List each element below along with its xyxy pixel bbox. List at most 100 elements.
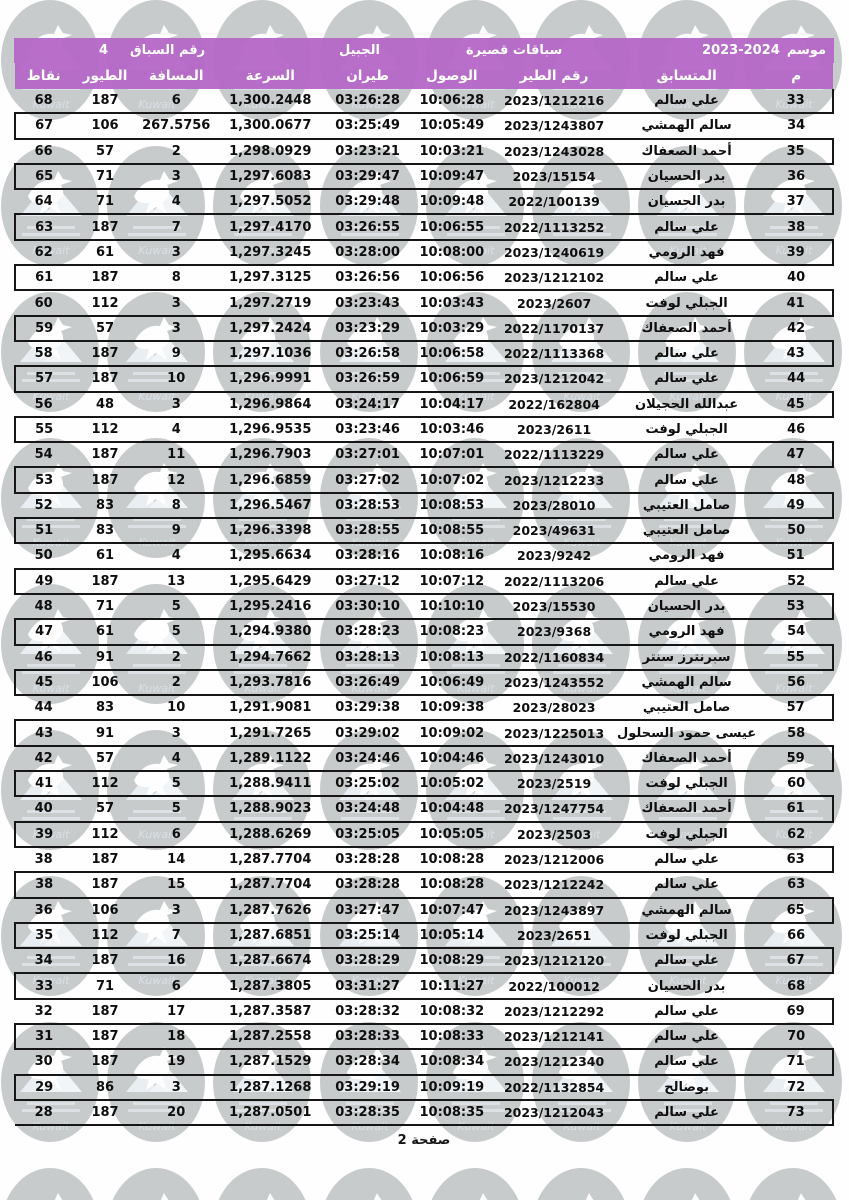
cell-speed: 1,295.6429 xyxy=(214,568,326,595)
cell-birds: 187 xyxy=(72,214,138,241)
cell-bird-no: 2022/162804 xyxy=(494,391,614,418)
cell-distance: 3 xyxy=(137,290,215,317)
cell-arrival: 10:08:33 xyxy=(409,1023,495,1051)
cell-birds: 57 xyxy=(72,796,138,823)
cell-competitor: عبدالله الحجيلان xyxy=(613,391,760,418)
table-row: 39 فهد الرومي 2023/1240619 10:08:00 03:28:00… xyxy=(15,239,834,267)
cell-points: 38 xyxy=(13,872,73,899)
cell-distance: 9 xyxy=(137,340,215,368)
cell-points: 63 xyxy=(13,214,73,241)
cell-distance: 2 xyxy=(137,669,215,697)
column-header-bird-no: رقم الطير xyxy=(494,63,614,89)
cell-points: 40 xyxy=(15,796,73,823)
cell-arrival: 10:05:14 xyxy=(409,922,495,950)
table-row: 62 الجبلي لوفت 2023/2503 10:05:05 03:25:05 1,… xyxy=(13,821,833,848)
cell-points: 53 xyxy=(13,467,73,494)
cell-rank: 36 xyxy=(759,163,833,191)
race-number-label: رقم السباق xyxy=(130,43,206,58)
cell-speed: 1,296.7903 xyxy=(214,442,326,469)
table-row: 42 أحمد الصعفاك 2022/1170137 10:03:29 03:23:… xyxy=(13,315,833,342)
cell-distance: 3 xyxy=(137,720,215,747)
cell-points: 30 xyxy=(15,1049,73,1076)
cell-bird-no: 2023/1243897 xyxy=(494,897,614,924)
cell-bird-no: 2023/2651 xyxy=(494,922,614,950)
cell-distance: 4 xyxy=(137,416,215,444)
table-row: 65 سالم الهمشي 2023/1243897 10:07:47 03:27:4… xyxy=(15,897,834,924)
cell-speed: 1,291.7265 xyxy=(214,720,326,747)
cell-rank: 55 xyxy=(759,644,834,671)
cell-distance: 6 xyxy=(137,89,215,115)
cell-birds: 83 xyxy=(72,492,138,520)
cell-bird-no: 2023/1243807 xyxy=(494,113,614,140)
cell-birds: 61 xyxy=(72,543,138,570)
cell-birds: 187 xyxy=(72,948,138,975)
cell-flight: 03:28:34 xyxy=(325,1049,410,1076)
cell-competitor: صامل العتيبي xyxy=(613,492,760,520)
cell-birds: 71 xyxy=(72,163,138,191)
cell-points: 65 xyxy=(13,163,73,191)
table-row: 38 علي سالم 2022/1113252 10:06:55 03:26:55 1,… xyxy=(13,214,833,241)
cell-competitor: بوصالح xyxy=(613,1074,760,1101)
cell-competitor: علي سالم xyxy=(613,265,760,292)
cell-rank: 65 xyxy=(759,897,834,924)
cell-arrival: 10:08:28 xyxy=(409,872,495,899)
cell-rank: 33 xyxy=(759,89,834,115)
cell-rank: 69 xyxy=(759,998,834,1025)
cell-rank: 66 xyxy=(759,922,833,950)
cell-points: 61 xyxy=(13,265,73,292)
cell-speed: 1,287.1529 xyxy=(214,1049,326,1076)
cell-distance: 6 xyxy=(137,973,215,1000)
table-row: 55 سبرنترز سنتر 2022/1160834 10:08:13 03:28:… xyxy=(15,644,834,671)
cell-points: 47 xyxy=(13,619,73,646)
table-row: 44 علي سالم 2023/1212042 10:06:59 03:26:59 1,… xyxy=(13,366,833,393)
cell-birds: 187 xyxy=(72,1023,138,1051)
cell-bird-no: 2022/1113229 xyxy=(494,442,614,469)
cell-flight: 03:28:35 xyxy=(325,1099,410,1127)
cell-rank: 50 xyxy=(759,518,833,545)
cell-competitor: بدر الحسيان xyxy=(613,973,760,1000)
cell-competitor: سالم الهمشي xyxy=(613,897,760,924)
cell-points: 64 xyxy=(15,189,73,216)
table-row: 35 أحمد الصعفاك 2023/1243028 10:03:21 03:23:… xyxy=(15,138,834,165)
cell-arrival: 10:04:46 xyxy=(409,745,495,773)
cell-arrival: 10:05:49 xyxy=(409,113,495,140)
cell-bird-no: 2022/1113252 xyxy=(494,214,614,241)
cell-flight: 03:28:00 xyxy=(325,239,410,267)
column-header-competitor: المتسابق xyxy=(613,63,760,89)
cell-bird-no: 2023/49631 xyxy=(494,518,614,545)
race-number-value: 4 xyxy=(99,43,109,58)
cell-distance: 20 xyxy=(137,1099,215,1127)
club-logo-icon: Kuwait xyxy=(425,1166,531,1200)
cell-speed: 1,297.3245 xyxy=(214,239,326,267)
cell-flight: 03:25:05 xyxy=(325,821,410,848)
cell-points: 56 xyxy=(15,391,73,418)
cell-competitor: فهد الرومي xyxy=(613,543,760,570)
cell-speed: 1,291.9081 xyxy=(214,695,326,722)
page-content: موسم 2023-2024 سباقات قصيرة الجبيل رقم ا… xyxy=(13,38,834,1148)
cell-birds: 112 xyxy=(72,771,138,798)
cell-competitor: بدر الحسيان xyxy=(613,189,760,216)
cell-distance: 5 xyxy=(137,593,215,621)
table-row: 52 علي سالم 2022/1113206 10:07:12 03:27:12 1,… xyxy=(13,568,833,595)
cell-birds: 187 xyxy=(72,340,138,368)
column-header-birds: الطيور xyxy=(72,63,138,89)
cell-flight: 03:31:27 xyxy=(325,973,410,1000)
cell-competitor: فهد الرومي xyxy=(613,239,760,267)
cell-bird-no: 2023/2519 xyxy=(494,771,614,798)
cell-bird-no: 2022/1160834 xyxy=(494,644,614,671)
cell-birds: 106 xyxy=(72,113,138,140)
cell-arrival: 10:06:59 xyxy=(409,366,495,393)
cell-birds: 112 xyxy=(72,821,138,848)
table-row: 36 بدر الحسيان 2023/15154 10:09:47 03:29:47 1… xyxy=(13,163,833,191)
cell-flight: 03:25:49 xyxy=(325,113,410,140)
cell-birds: 187 xyxy=(72,467,138,494)
cell-bird-no: 2023/1212216 xyxy=(494,89,614,115)
cell-competitor: أحمد الصعفاك xyxy=(613,138,760,165)
cell-distance: 4 xyxy=(137,745,215,773)
cell-competitor: عيسى حمود السحلول xyxy=(613,720,760,747)
cell-competitor: علي سالم xyxy=(613,568,760,595)
cell-competitor: الجبلي لوفت xyxy=(613,416,760,444)
cell-birds: 57 xyxy=(72,745,138,773)
cell-arrival: 10:06:56 xyxy=(409,265,495,292)
cell-points: 67 xyxy=(13,113,73,140)
